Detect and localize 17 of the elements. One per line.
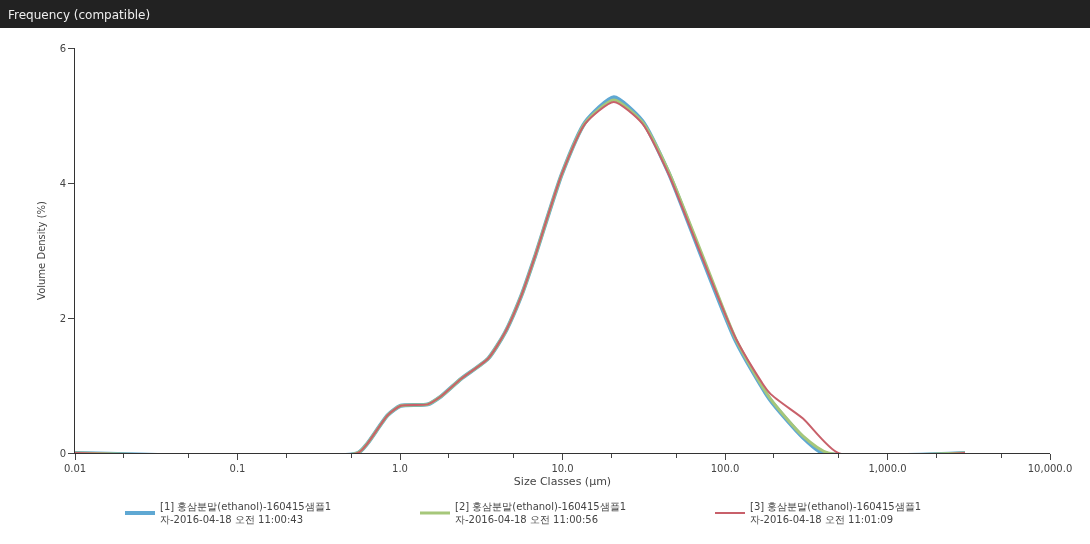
x-tick-label: 100.0 bbox=[710, 463, 740, 474]
legend-label: [2] 홍삼분말(ethanol)-160415샘플1 자-2016-04-18 오전 11:00:56 bbox=[455, 501, 627, 526]
x-tick-label: 0.01 bbox=[63, 463, 87, 474]
x-tick-label: 0.1 bbox=[229, 463, 246, 474]
y-tick-label: 4 bbox=[59, 177, 66, 189]
x-tick-label: 10.0 bbox=[551, 463, 574, 474]
y-tick-label: 0 bbox=[59, 447, 66, 459]
y-tick-label: 2 bbox=[59, 312, 66, 324]
y-tick-label: 6 bbox=[59, 42, 66, 54]
x-tick-label: 1,000.0 bbox=[868, 463, 907, 474]
y-axis-title: Volume Density (%) bbox=[36, 200, 47, 300]
chart-title: Frequency (compatible) bbox=[0, 0, 1090, 28]
legend-label: [1] 홍삼분말(ethanol)-160415샘플1 자-2016-04-18 오전 11:00:43 bbox=[160, 501, 332, 526]
x-axis-title: Size Classes (μm) bbox=[513, 475, 612, 489]
x-tick-label: 1.0 bbox=[392, 463, 408, 474]
legend-label: [3] 홍삼분말(ethanol)-160415샘플1 자-2016-04-18 오전 11:01:09 bbox=[750, 501, 922, 526]
x-tick-label: 10,000.0 bbox=[1027, 463, 1073, 474]
